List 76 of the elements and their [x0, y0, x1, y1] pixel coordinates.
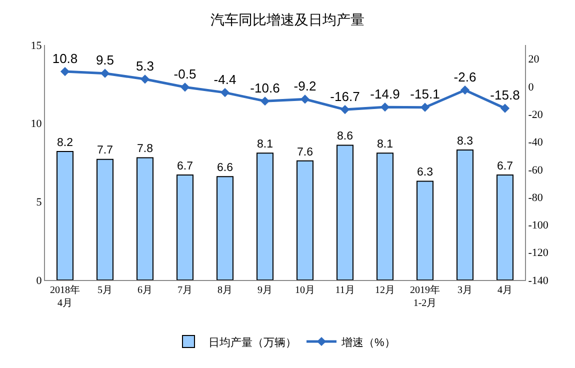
data-label: 8.3: [457, 135, 473, 148]
x-tick-label: 3月: [458, 285, 472, 296]
point: [180, 82, 190, 92]
bar: [176, 174, 194, 280]
point: [500, 104, 510, 113]
data-label: 6.7: [497, 160, 513, 172]
y-tick-label: 0: [36, 274, 42, 287]
data-label: 7.7: [97, 144, 113, 157]
bar: [336, 144, 354, 280]
data-label: -14.9: [370, 86, 400, 102]
y2-tick-label: 0: [528, 81, 534, 94]
legend-label: 日均产量（万辆）: [208, 336, 296, 349]
y2-tick-label: -140: [528, 274, 549, 287]
bar: [376, 152, 394, 280]
x-tick-label: 6月: [138, 285, 152, 296]
y-tick-label: 15: [30, 40, 42, 52]
y2-tick-label: 20: [528, 54, 540, 66]
point: [260, 96, 270, 106]
data-label: 9.5: [96, 52, 114, 68]
data-label: -9.2: [294, 78, 316, 94]
x-tick-label: 2018年 4月: [50, 284, 80, 309]
x-tick-label: 2019年 1-2月: [410, 284, 440, 309]
data-label: 7.8: [137, 143, 153, 156]
data-label: 10.8: [52, 50, 78, 66]
data-label: 6.3: [417, 166, 433, 179]
data-label: 6.7: [177, 160, 193, 172]
bar: [256, 152, 274, 280]
data-label: 8.6: [337, 130, 353, 143]
x-tick-label: 5月: [98, 285, 112, 296]
data-label: -15.1: [410, 86, 440, 102]
y2-tick-label: -20: [528, 108, 544, 121]
point: [340, 105, 350, 114]
bar: [216, 176, 234, 280]
data-label: -15.8: [490, 88, 520, 103]
data-label: -4.4: [214, 72, 236, 87]
bar: [496, 174, 514, 280]
bar: [56, 151, 74, 280]
point: [220, 88, 230, 98]
data-label: 8.2: [57, 136, 73, 149]
bar: [416, 180, 434, 280]
x-tick-label: 10月: [295, 285, 315, 296]
point: [100, 68, 110, 78]
y2-tick-label: -80: [528, 192, 544, 204]
y2-tick-label: -60: [528, 164, 544, 176]
data-label: -0.5: [174, 66, 196, 82]
data-label: 7.6: [297, 146, 313, 158]
data-label: 8.1: [257, 138, 273, 150]
data-label: 6.6: [217, 162, 233, 174]
legend-label: 增速（%）: [340, 336, 396, 349]
data-label: 8.1: [377, 138, 393, 150]
y-tick-label: 5: [36, 196, 42, 209]
point: [380, 102, 390, 112]
bar: [296, 160, 314, 280]
x-tick-label: 7月: [178, 285, 192, 296]
x-tick-label: 4月: [498, 285, 512, 296]
point: [140, 74, 150, 84]
bar: [136, 157, 154, 280]
y2-tick-label: -100: [528, 220, 549, 232]
y2-tick-label: -120: [528, 247, 549, 260]
chart-title: 汽车同比增速及日均产量: [210, 12, 364, 28]
point: [60, 66, 70, 76]
x-tick-label: 11月: [335, 285, 355, 296]
x-tick-label: 9月: [258, 285, 272, 296]
x-tick-label: 8月: [218, 285, 232, 296]
x-tick-label: 12月: [375, 285, 395, 296]
y-tick-label: 10: [30, 118, 42, 130]
data-label: -16.7: [330, 88, 360, 104]
data-label: 5.3: [136, 58, 154, 74]
bar: [456, 149, 474, 280]
point: [420, 102, 430, 112]
y2-tick-label: -40: [528, 136, 544, 149]
point: [460, 86, 470, 95]
data-label: -10.6: [250, 80, 280, 96]
point: [300, 94, 310, 104]
data-label: -2.6: [454, 69, 476, 84]
bar: [96, 158, 114, 280]
